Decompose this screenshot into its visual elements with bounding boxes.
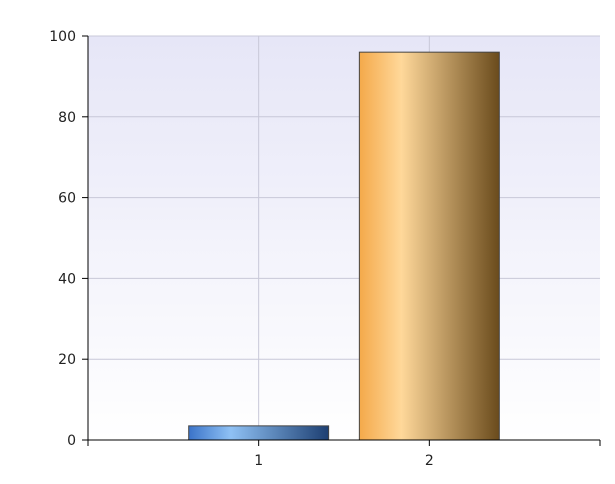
axes (82, 35, 601, 446)
y-tick-label: 80 (58, 110, 76, 126)
y-tick-label: 60 (58, 191, 76, 207)
y-tick-label: 20 (58, 352, 76, 368)
bar-2 (358, 51, 500, 441)
plot-area (88, 36, 600, 440)
y-tick-label: 0 (67, 433, 76, 449)
y-tick-label: 100 (49, 29, 76, 45)
tick-labels: 0 20 40 60 80 100 1 2 (49, 29, 434, 469)
x-tick-label: 1 (254, 453, 263, 469)
x-tick-label: 2 (425, 453, 434, 469)
bars (188, 51, 500, 441)
y-tick-label: 40 (58, 271, 76, 287)
bar-1 (188, 425, 330, 441)
